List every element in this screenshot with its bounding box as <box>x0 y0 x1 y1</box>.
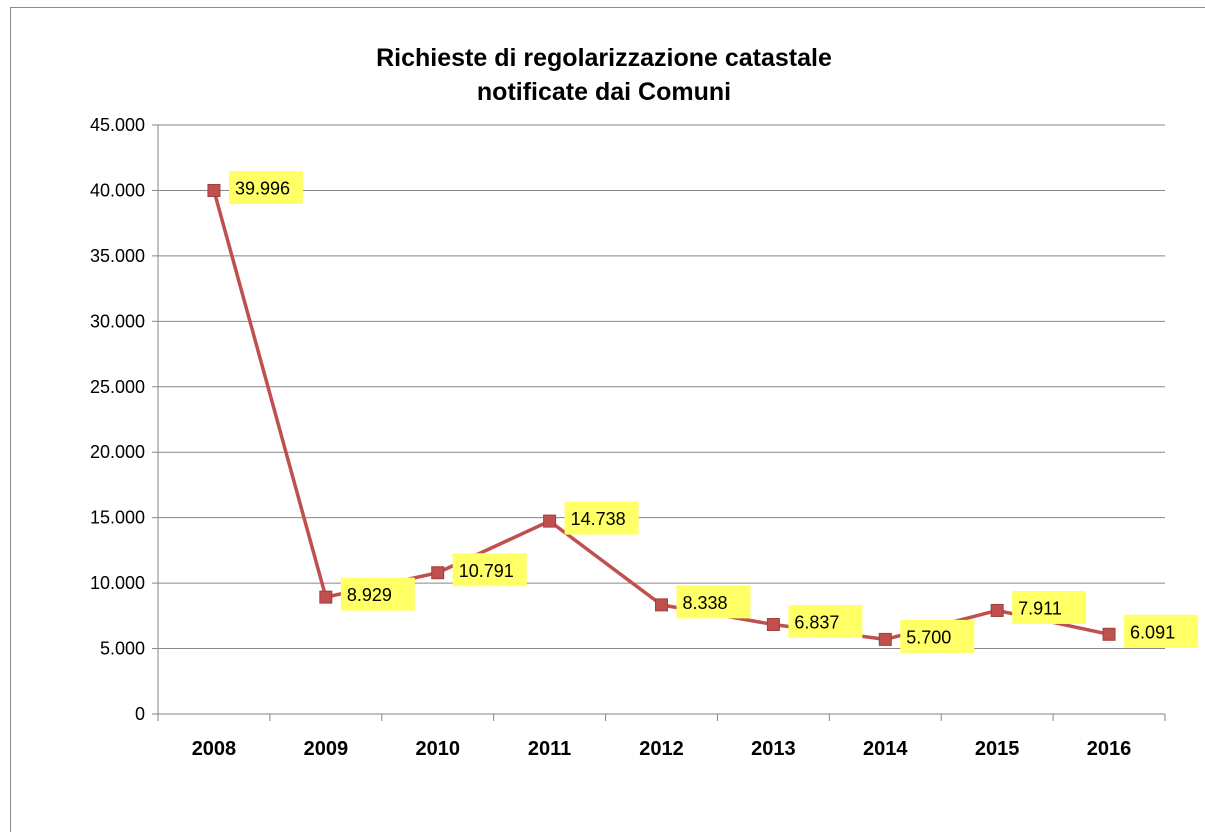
data-label: 6.091 <box>1130 622 1175 642</box>
y-tick-label: 0 <box>135 704 145 724</box>
data-point-marker <box>990 603 1004 617</box>
data-point-marker <box>1102 627 1116 641</box>
x-tick-label: 2015 <box>975 738 1020 760</box>
data-label: 14.738 <box>571 509 626 529</box>
data-label-highlight <box>340 577 415 611</box>
y-tick-label: 25.000 <box>90 377 145 397</box>
data-label-highlight <box>676 585 751 619</box>
data-label: 7.911 <box>1018 598 1062 618</box>
chart-title-line-1: Richieste di regolarizzazione catastale <box>376 44 832 72</box>
data-label: 10.791 <box>459 561 514 581</box>
series-line <box>212 188 1111 642</box>
data-series <box>207 183 1116 646</box>
y-tick-label: 10.000 <box>90 573 145 593</box>
data-label: 39.996 <box>235 178 290 198</box>
x-tick-label: 2012 <box>639 738 684 760</box>
data-label-highlight <box>228 170 303 204</box>
data-labels: 39.996 8.929 10.791 14.738 8.338 6.837 5.700 7.… <box>228 170 1199 653</box>
y-tick-label: 5.000 <box>100 639 145 659</box>
data-label-highlight <box>788 605 863 639</box>
data-label-highlight <box>1124 614 1199 648</box>
x-tick-label: 2009 <box>304 738 349 760</box>
data-label: 8.929 <box>347 585 392 605</box>
y-tick-label: 30.000 <box>90 311 145 331</box>
x-tick-label: 2014 <box>863 738 908 760</box>
gridlines <box>158 124 1165 650</box>
line-chart: Richieste di regolarizzazione catastale … <box>90 44 1199 760</box>
x-tick-label: 2013 <box>751 738 796 760</box>
data-point-marker <box>207 183 221 197</box>
x-tick-label: 2010 <box>415 738 460 760</box>
axes: 0 5.000 10.000 15.000 20.000 25.000 30.000 35.0… <box>90 115 1166 760</box>
data-label: 8.338 <box>683 593 728 613</box>
chart-area: Richieste di regolarizzazione catastale … <box>10 7 1205 832</box>
data-label: 5.700 <box>906 627 951 647</box>
y-tick-label: 15.000 <box>90 508 145 528</box>
data-label-highlight <box>1012 590 1087 624</box>
data-label-highlight <box>564 501 639 535</box>
data-label-highlight <box>452 553 527 587</box>
x-tick-label: 2016 <box>1087 738 1132 760</box>
data-point-marker <box>766 618 780 632</box>
data-point-marker <box>319 590 333 604</box>
y-tick-label: 40.000 <box>90 180 145 200</box>
y-tick-label: 20.000 <box>90 442 145 462</box>
x-tick-label: 2011 <box>528 738 571 760</box>
data-label-highlight <box>900 619 975 653</box>
y-tick-label: 45.000 <box>90 115 145 135</box>
data-point-marker <box>543 514 557 528</box>
chart-title-line-2: notificate dai Comuni <box>477 78 731 106</box>
data-point-marker <box>431 566 445 580</box>
y-tick-label: 35.000 <box>90 246 145 266</box>
data-point-marker <box>655 598 668 612</box>
data-label: 6.837 <box>794 613 839 633</box>
data-point-marker <box>878 632 892 646</box>
x-tick-label: 2008 <box>192 738 237 760</box>
